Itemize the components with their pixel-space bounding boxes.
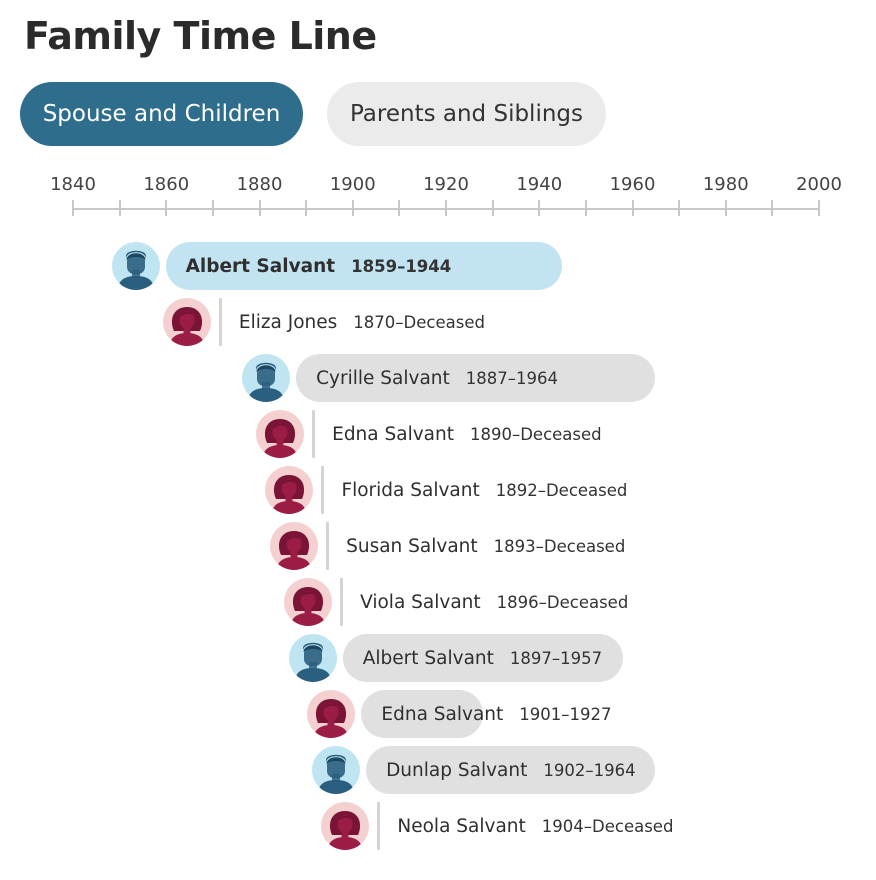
lifespan-marker <box>377 802 381 850</box>
person-row[interactable]: Cyrille Salvant 1887–1964 <box>316 354 558 402</box>
person-row[interactable]: Dunlap Salvant 1902–1964 <box>386 746 636 794</box>
lifespan-bar[interactable] <box>165 242 562 290</box>
avatar[interactable] <box>312 746 361 794</box>
avatar[interactable] <box>321 802 370 850</box>
avatar[interactable] <box>284 578 333 626</box>
avatar[interactable] <box>307 690 356 738</box>
female-person-icon <box>169 307 204 346</box>
lifespan-marker <box>340 578 344 626</box>
lifespan-marker <box>218 298 222 346</box>
person-dates: 1904–Deceased <box>541 816 674 836</box>
person-row[interactable]: Edna Salvant 1901–1927 <box>381 690 611 738</box>
person-row[interactable]: Albert Salvant 1859–1944 <box>186 242 452 290</box>
male-person-icon <box>248 362 285 402</box>
person-row[interactable]: Florida Salvant 1892–Deceased <box>341 466 627 514</box>
male-person-icon <box>294 642 331 682</box>
person-name: Albert Salvant <box>362 647 494 669</box>
person-dates: 1870–Deceased <box>353 312 485 332</box>
person-name: Cyrille Salvant <box>316 367 450 389</box>
avatar[interactable] <box>256 410 305 458</box>
female-person-icon <box>272 475 307 514</box>
person-dates: 1859–1944 <box>351 256 452 276</box>
avatar[interactable] <box>270 522 319 570</box>
lifespan-marker <box>326 522 330 570</box>
person-dates: 1887–1964 <box>465 368 558 388</box>
female-person-icon <box>277 531 312 570</box>
person-row[interactable]: Susan Salvant 1893–Deceased <box>346 522 625 570</box>
person-name: Edna Salvant <box>332 423 454 445</box>
person-name: Susan Salvant <box>346 535 478 557</box>
avatar[interactable] <box>111 242 160 290</box>
avatar[interactable] <box>242 354 291 402</box>
lifespan-bar[interactable] <box>366 746 656 794</box>
tab-spouse-and-children[interactable]: Spouse and Children <box>20 82 303 146</box>
person-row[interactable]: Albert Salvant 1897–1957 <box>363 634 602 682</box>
person-dates: 1902–1964 <box>543 760 636 780</box>
avatar[interactable] <box>162 298 211 346</box>
page-title: Family Time Line <box>24 14 377 58</box>
lifespan-bar[interactable] <box>361 690 483 738</box>
person-name: Neola Salvant <box>397 815 526 837</box>
person-row[interactable]: Viola Salvant 1896–Deceased <box>360 578 628 626</box>
tab-bar: Spouse and Children Parents and Siblings <box>20 82 606 146</box>
female-person-icon <box>328 811 363 850</box>
lifespan-marker <box>312 410 316 458</box>
person-name: Albert Salvant <box>185 255 336 277</box>
person-row[interactable]: Neola Salvant 1904–Deceased <box>397 802 673 850</box>
female-person-icon <box>314 699 349 738</box>
tab-parents-and-siblings[interactable]: Parents and Siblings <box>327 82 606 146</box>
person-name: Edna Salvant <box>381 703 504 725</box>
person-dates: 1897–1957 <box>509 648 603 668</box>
male-person-icon <box>117 250 154 290</box>
avatar[interactable] <box>288 634 337 682</box>
lifespan-bar[interactable] <box>296 354 656 402</box>
person-name: Florida Salvant <box>341 479 480 501</box>
male-person-icon <box>318 754 355 794</box>
female-person-icon <box>291 587 326 626</box>
person-dates: 1901–1927 <box>519 704 612 724</box>
person-row[interactable]: Eliza Jones 1870–Deceased <box>239 298 485 346</box>
lifespan-marker <box>321 466 325 514</box>
person-dates: 1896–Deceased <box>496 592 629 612</box>
person-dates: 1892–Deceased <box>495 480 628 500</box>
person-row[interactable]: Edna Salvant 1890–Deceased <box>332 410 602 458</box>
avatar[interactable] <box>265 466 314 514</box>
lifespan-bar[interactable] <box>342 634 623 682</box>
person-dates: 1893–Deceased <box>493 536 626 556</box>
person-name: Dunlap Salvant <box>386 759 528 781</box>
person-dates: 1890–Deceased <box>469 424 602 444</box>
person-name: Viola Salvant <box>360 591 481 613</box>
female-person-icon <box>263 419 298 458</box>
person-name: Eliza Jones <box>238 311 338 333</box>
